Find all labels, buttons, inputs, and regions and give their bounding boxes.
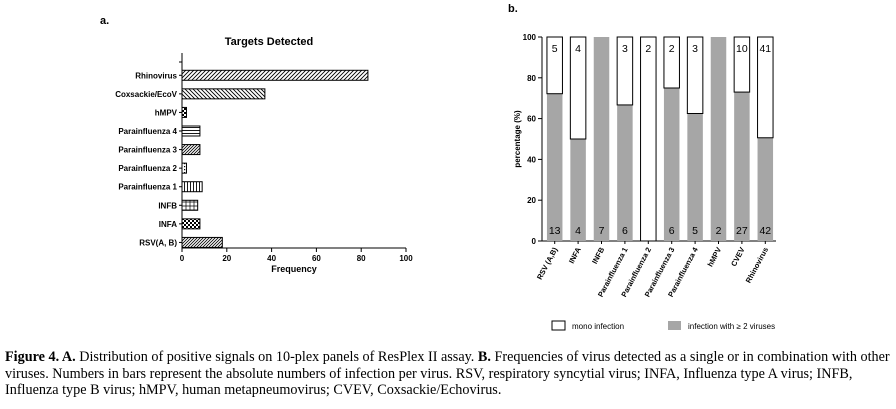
chart-a-x-tick-label: 0 xyxy=(180,254,185,263)
chart-b-count-mono: 3 xyxy=(692,43,698,55)
chart-b-count-multi: 4 xyxy=(575,225,581,237)
chart-a-bar xyxy=(181,125,201,137)
panel-a-label: a. xyxy=(100,15,109,27)
chart-b-bar-multi xyxy=(570,139,586,241)
chart-a-category-label: INFB xyxy=(158,201,177,210)
chart-a-category-label: INFA xyxy=(159,220,177,229)
chart-b-count-multi: 13 xyxy=(549,225,561,237)
panel-b-label: b. xyxy=(508,3,518,15)
chart-a-category-label: Rhinovirus xyxy=(135,71,177,80)
chart-a-x-tick-label: 60 xyxy=(312,254,321,263)
chart-b-count-mono: 5 xyxy=(552,43,558,55)
legend-swatch-multi xyxy=(668,321,681,330)
chart-a-bar xyxy=(181,69,369,81)
chart-a-bar xyxy=(181,181,203,193)
chart-b-bar-mono xyxy=(640,36,657,242)
chart-a-bar xyxy=(181,162,187,174)
virus-frequency-chart: percentage (%) 0 20 40 60 80 100 5 13 RSV (A,B) 4… xyxy=(513,33,776,299)
chart-b-y-tick-label: 20 xyxy=(527,196,536,205)
chart-a-bar xyxy=(181,88,266,100)
chart-b-bar-multi xyxy=(710,37,727,241)
chart-b-count-mono: 3 xyxy=(622,43,628,55)
chart-a-x-tick-label: 40 xyxy=(267,254,276,263)
chart-a-category-label: Parainfluenza 3 xyxy=(118,146,177,155)
legend-label-mono: mono infection xyxy=(572,322,624,331)
chart-b-bar-mono xyxy=(757,36,774,139)
chart-a-x-tick-label: 100 xyxy=(399,254,413,263)
chart-b-count-mono: 4 xyxy=(575,43,581,55)
chart-b-category-label: hMPV xyxy=(706,246,724,269)
chart-a-bar xyxy=(181,218,201,230)
chart-a-x-tick-label: 20 xyxy=(222,254,231,263)
chart-b-bar-multi xyxy=(734,92,750,241)
chart-b-count-mono: 2 xyxy=(669,43,675,55)
chart-a-category-label: Parainfluenza 2 xyxy=(118,164,177,173)
chart-b-legend: mono infection infection with ≥ 2 viruse… xyxy=(551,320,775,331)
caption-lead: Figure 4. A. xyxy=(5,349,76,365)
chart-b-bar-multi xyxy=(617,104,633,241)
chart-b-count-multi: 27 xyxy=(736,225,748,237)
chart-b-category-label: CVEV xyxy=(729,246,747,268)
chart-a-category-label: RSV(A, B) xyxy=(139,238,177,247)
chart-b-bar-multi xyxy=(687,113,703,241)
chart-b-bar-mono xyxy=(663,36,680,89)
chart-b-y-tick-label: 0 xyxy=(532,237,537,246)
chart-b-bar-mono xyxy=(733,36,751,93)
chart-b-bar-multi xyxy=(593,37,610,241)
chart-b-ylabel: percentage (%) xyxy=(513,110,522,168)
chart-b-bar-mono xyxy=(546,36,563,95)
chart-b-category-label: INFA xyxy=(567,245,583,265)
chart-b-count-multi: 42 xyxy=(759,225,771,237)
chart-a-category-label: Parainfluenza 1 xyxy=(118,183,177,192)
chart-b-count-multi: 7 xyxy=(599,225,605,237)
chart-a-category-label: Parainfluenza 4 xyxy=(118,127,177,136)
chart-b-y-tick-label: 80 xyxy=(527,74,536,83)
chart-a-category-label: hMPV xyxy=(155,108,178,117)
figure-panels: a. b. Targets Detected Frequency 0 20 40 60… xyxy=(100,3,776,331)
chart-b-count-mono: 41 xyxy=(759,43,771,55)
chart-b-bar-mono xyxy=(616,36,634,106)
chart-b-y-tick-label: 40 xyxy=(527,155,536,164)
chart-b-category-label: RSV (A,B) xyxy=(535,245,560,281)
chart-b-category-label: Rhinovirus xyxy=(744,246,770,285)
caption-text-a: Distribution of positive signals on 10-p… xyxy=(75,349,478,365)
chart-b-y-tick-label: 60 xyxy=(527,115,536,124)
chart-b-bar-multi xyxy=(546,93,563,241)
targets-detected-chart: Targets Detected Frequency 0 20 40 60 80 100 R… xyxy=(115,36,413,274)
chart-a-title: Targets Detected xyxy=(225,36,313,48)
figure-caption: Figure 4. A. Distribution of positive si… xyxy=(5,349,895,399)
legend-label-multi: infection with ≥ 2 viruses xyxy=(688,322,775,331)
legend-swatch-mono xyxy=(551,320,566,331)
chart-b-category-label: INFB xyxy=(590,245,606,265)
chart-b-count-multi: 2 xyxy=(716,225,722,237)
chart-b-bar-multi xyxy=(663,88,680,241)
chart-b-count-mono: 2 xyxy=(645,43,651,55)
chart-b-bar-mono xyxy=(569,36,587,140)
chart-a-bar xyxy=(181,144,201,156)
chart-a-bar xyxy=(181,236,223,248)
chart-a-category-label: Coxsackie/EcoV xyxy=(115,90,177,99)
caption-text-b: Frequencies of virus detected as a singl… xyxy=(5,349,890,398)
caption-b-label: B. xyxy=(477,349,491,365)
chart-a-bar xyxy=(181,106,187,118)
chart-b-y-tick-label: 100 xyxy=(523,33,537,42)
chart-b-bar-mono xyxy=(686,36,704,114)
chart-a-x-tick-label: 80 xyxy=(357,254,366,263)
chart-a-xlabel: Frequency xyxy=(271,264,317,274)
chart-a-bar xyxy=(181,199,199,211)
chart-b-count-multi: 6 xyxy=(622,225,628,237)
chart-b-count-mono: 10 xyxy=(736,43,748,55)
chart-b-count-multi: 6 xyxy=(669,225,675,237)
chart-b-bar-multi xyxy=(757,137,774,241)
chart-b-count-multi: 5 xyxy=(692,225,698,237)
